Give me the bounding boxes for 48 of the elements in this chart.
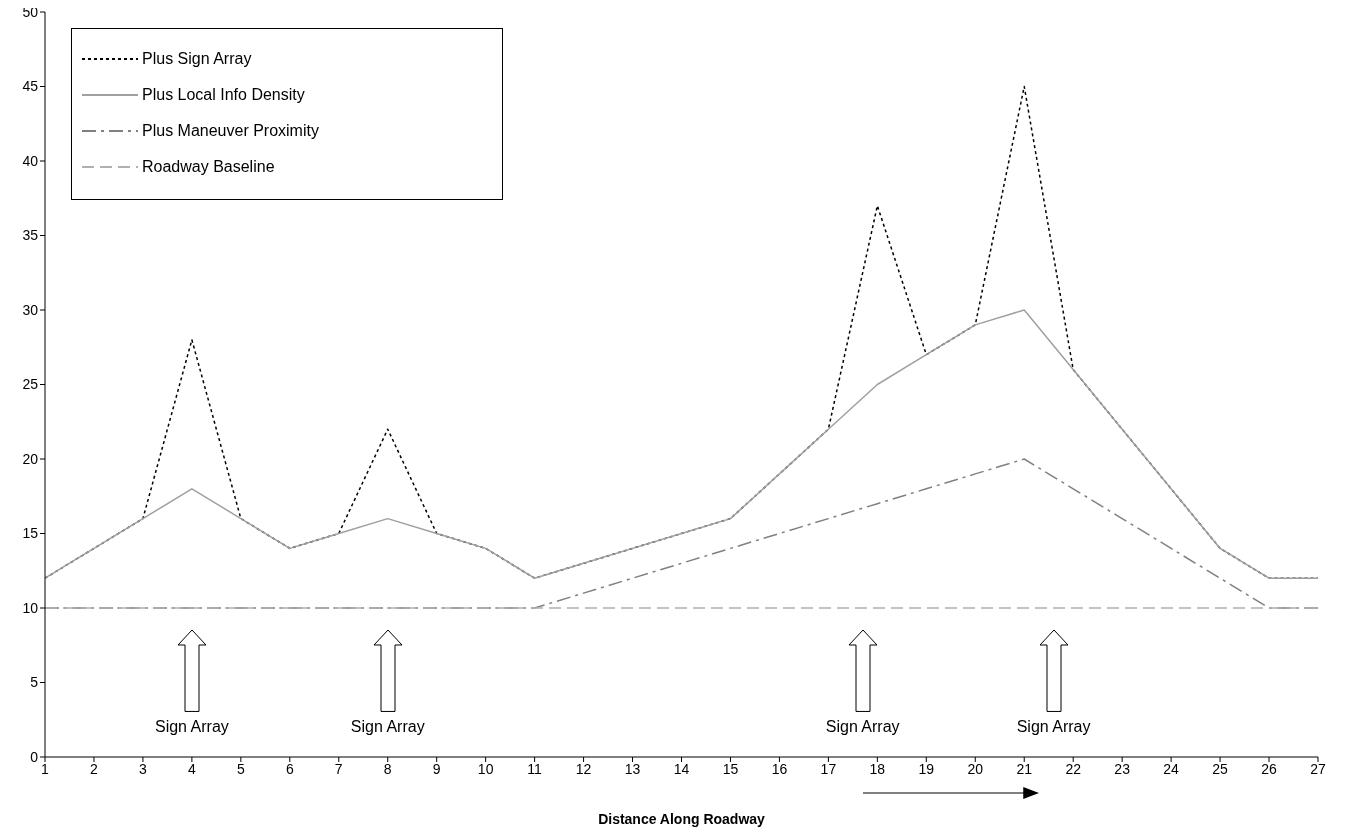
legend-label: Plus Local Info Density: [142, 86, 305, 104]
x-tick-label: 10: [477, 760, 494, 777]
legend-label: Plus Maneuver Proximity: [142, 122, 319, 140]
x-tick-label: 2: [90, 760, 99, 777]
x-tick-label: 21: [1016, 760, 1033, 777]
x-tick-label: 27: [1310, 760, 1326, 777]
y-tick-label: 5: [30, 674, 39, 691]
x-tick-label: 7: [334, 760, 343, 777]
y-tick-label: 40: [22, 152, 39, 169]
y-tick-label: 20: [22, 450, 39, 467]
y-tick-label: 50: [22, 3, 39, 20]
x-tick-label: 22: [1065, 760, 1082, 777]
x-tick-label: 6: [285, 760, 294, 777]
x-tick-label: 3: [139, 760, 148, 777]
x-tick-label: 5: [236, 760, 245, 777]
y-tick-label: 45: [22, 78, 39, 95]
annotation: Sign Array: [1015, 718, 1092, 737]
y-tick-label: 15: [22, 525, 39, 542]
x-tick-label: 11: [527, 760, 543, 777]
annotation: Sign Array: [349, 718, 426, 737]
x-tick-label: 23: [1114, 760, 1131, 777]
x-tick-label: 16: [771, 760, 788, 777]
x-tick-label: 13: [624, 760, 641, 777]
x-tick-label: 17: [820, 760, 837, 777]
x-tick-label: 18: [869, 760, 886, 777]
x-tick-label: 20: [967, 760, 984, 777]
x-tick-label: 9: [432, 760, 441, 777]
annotation: Sign Array: [153, 718, 230, 737]
x-tick-label: 12: [575, 760, 592, 777]
y-tick-label: 0: [30, 748, 39, 765]
legend-label: Plus Sign Array: [142, 50, 252, 68]
annotation: Sign Array: [824, 718, 901, 737]
y-tick-label: 30: [22, 301, 39, 318]
x-tick-label: 14: [673, 760, 690, 777]
x-tick-label: 25: [1212, 760, 1229, 777]
x-tick-label: 15: [722, 760, 739, 777]
x-tick-label: 4: [187, 760, 196, 777]
x-tick-label: 26: [1261, 760, 1278, 777]
x-tick-label: 8: [383, 760, 392, 777]
legend-label: Roadway Baseline: [142, 158, 275, 176]
x-tick-label: 24: [1163, 760, 1180, 777]
x-axis-title: Distance Along Roadway: [598, 811, 766, 827]
x-tick-label: 19: [918, 760, 935, 777]
x-tick-label: 1: [41, 760, 50, 777]
y-tick-label: 25: [22, 376, 39, 393]
y-tick-label: 35: [22, 227, 39, 244]
line-series: [45, 309, 1318, 579]
y-tick-label: 10: [22, 599, 39, 616]
